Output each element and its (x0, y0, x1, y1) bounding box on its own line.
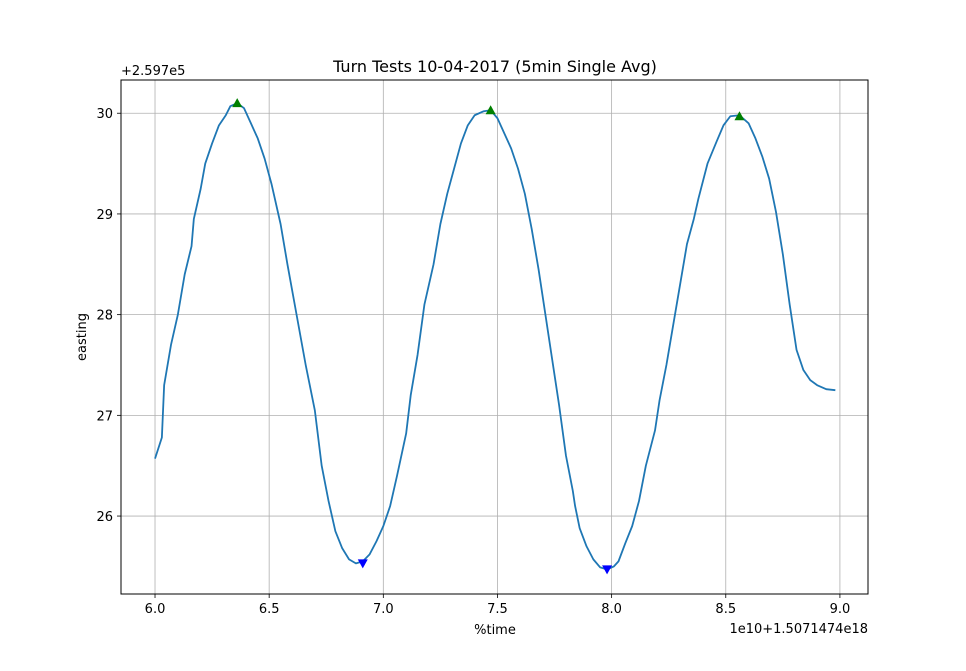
x-tick-label: 8.5 (715, 602, 736, 617)
x-offset-text: 1e10+1.5071474e18 (729, 622, 868, 637)
peak-marker (485, 105, 496, 115)
chart-title: Turn Tests 10-04-2017 (5min Single Avg) (332, 57, 657, 76)
axes-frame (120, 79, 869, 595)
x-axis-label: %time (474, 623, 516, 638)
peak-marker (232, 98, 243, 108)
data-line (154, 102, 836, 571)
x-tick-label: 9.0 (830, 602, 851, 617)
x-tick-label: 7.5 (487, 602, 508, 617)
trough-marker (357, 559, 368, 569)
y-tick-label: 27 (96, 409, 113, 424)
y-tick-label: 28 (96, 309, 113, 324)
y-tick-label: 26 (96, 510, 113, 525)
y-axis-label: easting (75, 313, 90, 361)
x-tick-label: 7.0 (373, 602, 394, 617)
y-tick-label: 30 (96, 107, 113, 122)
y-tick-label: 29 (96, 208, 113, 223)
trough-marker (602, 565, 613, 575)
x-tick-label: 8.0 (601, 602, 622, 617)
x-tick-label: 6.0 (145, 602, 166, 617)
y-offset-text: +2.597e5 (121, 64, 185, 79)
x-tick-label: 6.5 (259, 602, 280, 617)
peak-marker (734, 111, 745, 121)
